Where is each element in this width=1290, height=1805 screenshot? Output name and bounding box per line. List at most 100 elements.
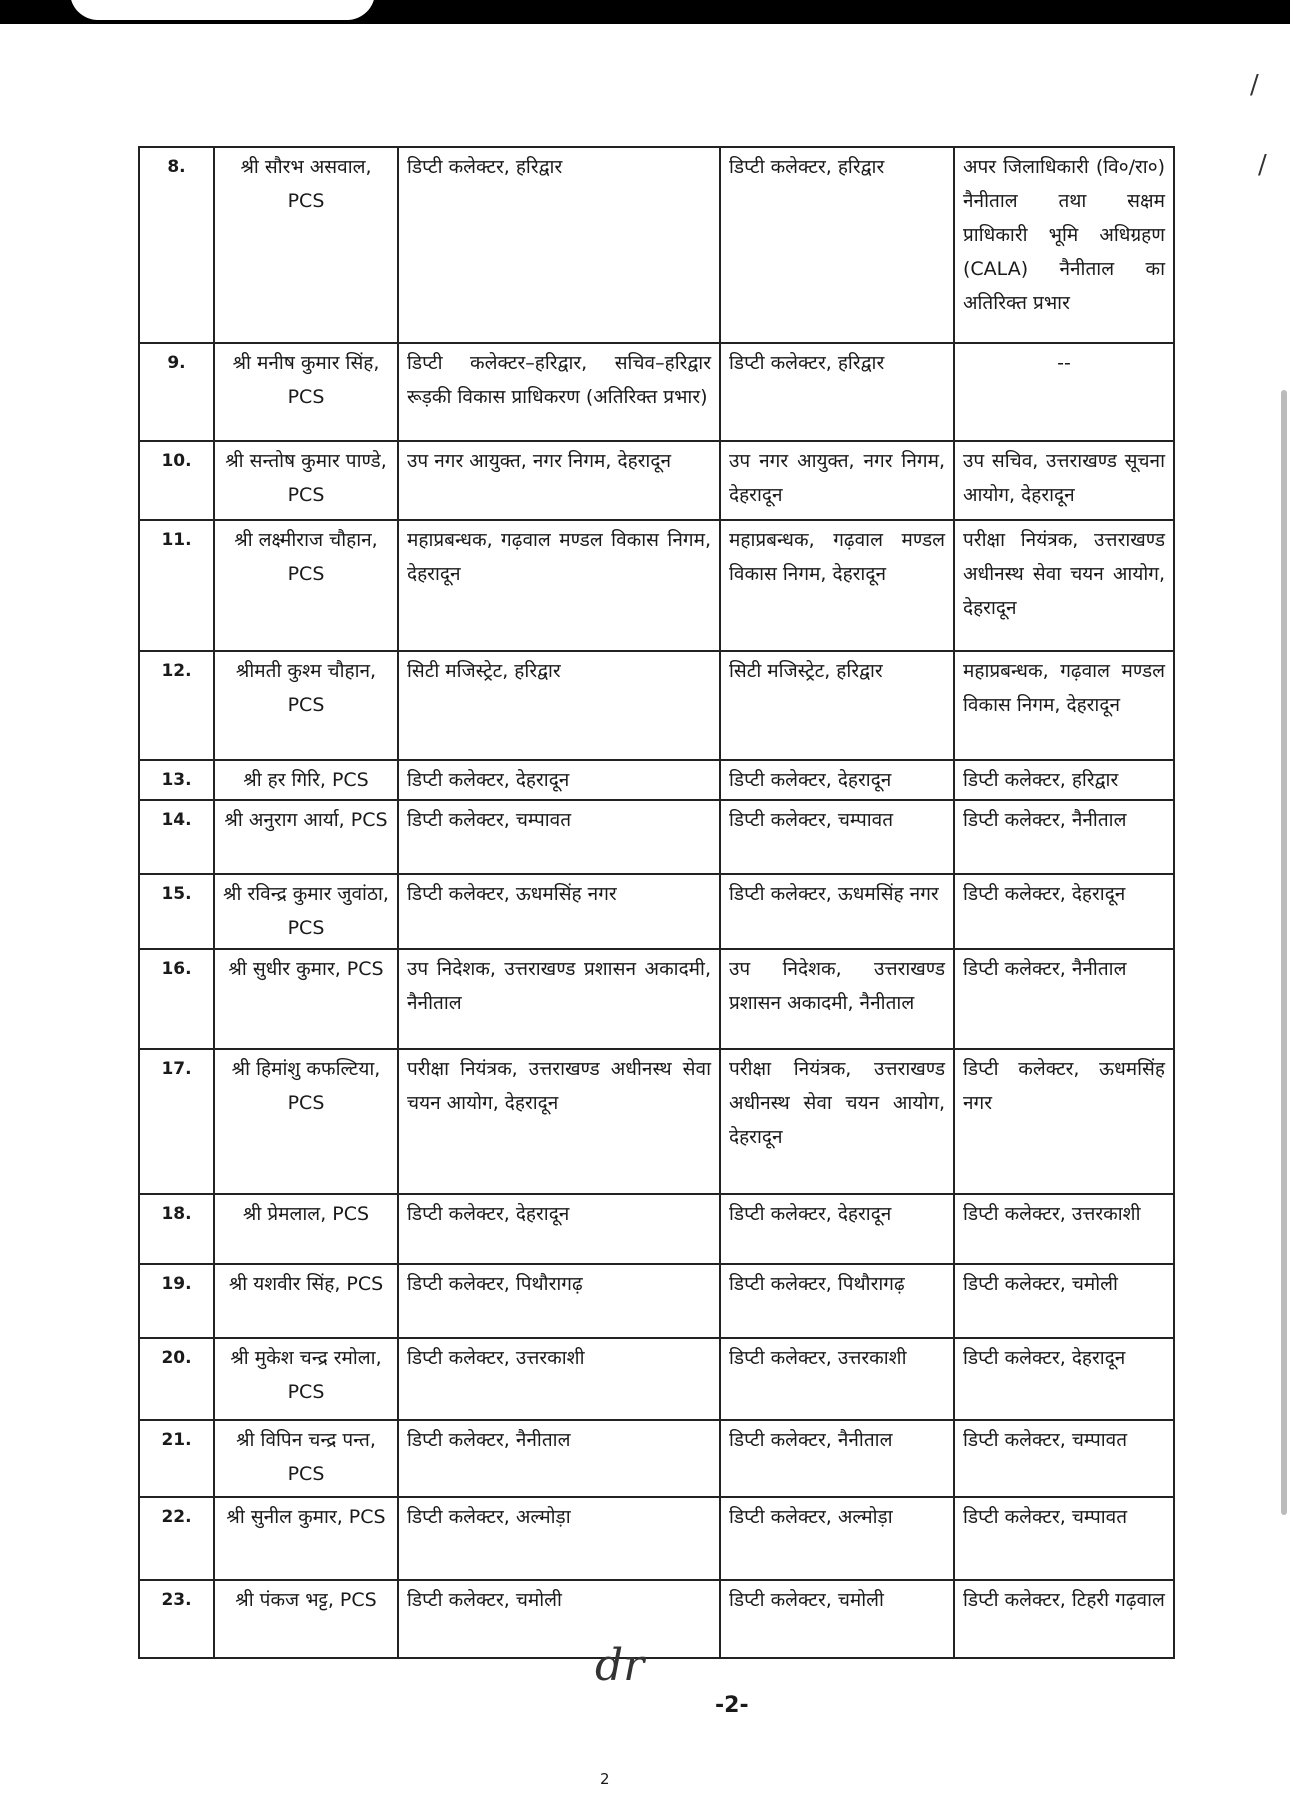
table-row: 21. श्री विपिन चन्द्र पन्त, PCS डिप्टी कले… bbox=[138, 1419, 1175, 1498]
retained-posting: उप निदेशक, उत्तराखण्ड प्रशासन अकादमी, नै… bbox=[719, 948, 955, 1050]
table-row: 9. श्री मनीष कुमार सिंह, PCS डिप्टी कलेक्ट… bbox=[138, 342, 1175, 442]
serial-number: 23. bbox=[138, 1579, 215, 1659]
page-number: 2 bbox=[600, 1770, 610, 1788]
new-posting: डिप्टी कलेक्टर, नैनीताल bbox=[953, 799, 1175, 875]
serial-number: 15. bbox=[138, 873, 215, 950]
serial-number: 16. bbox=[138, 948, 215, 1050]
table-row: 23. श्री पंकज भट्ट, PCS डिप्टी कलेक्टर, चम… bbox=[138, 1579, 1175, 1659]
table-row: 8. श्री सौरभ असवाल, PCS डिप्टी कलेक्टर, हर… bbox=[138, 146, 1175, 344]
retained-posting: डिप्टी कलेक्टर, पिथौरागढ़ bbox=[719, 1263, 955, 1339]
table-row: 18. श्री प्रेमलाल, PCS डिप्टी कलेक्टर, देह… bbox=[138, 1193, 1175, 1265]
serial-number: 13. bbox=[138, 759, 215, 801]
new-posting: महाप्रबन्धक, गढ़वाल मण्डल विकास निगम, दे… bbox=[953, 650, 1175, 761]
current-posting: महाप्रबन्धक, गढ़वाल मण्डल विकास निगम, दे… bbox=[397, 519, 721, 652]
current-posting: डिप्टी कलेक्टर, ऊधमसिंह नगर bbox=[397, 873, 721, 950]
current-posting: डिप्टी कलेक्टर, अल्मोड़ा bbox=[397, 1496, 721, 1581]
retained-posting: डिप्टी कलेक्टर, अल्मोड़ा bbox=[719, 1496, 955, 1581]
serial-number: 18. bbox=[138, 1193, 215, 1265]
new-posting: -- bbox=[953, 342, 1175, 442]
current-posting: डिप्टी कलेक्टर, नैनीताल bbox=[397, 1419, 721, 1498]
new-posting: अपर जिलाधिकारी (वि०/रा०) नैनीताल तथा सक्… bbox=[953, 146, 1175, 344]
officer-name: श्री हर गिरि, PCS bbox=[213, 759, 399, 801]
officer-name: श्री अनुराग आर्या, PCS bbox=[213, 799, 399, 875]
retained-posting: डिप्टी कलेक्टर, चम्पावत bbox=[719, 799, 955, 875]
officer-name: श्री मनीष कुमार सिंह, PCS bbox=[213, 342, 399, 442]
serial-number: 20. bbox=[138, 1337, 215, 1421]
current-posting: डिप्टी कलेक्टर, चमोली bbox=[397, 1579, 721, 1659]
officer-name: श्री हिमांशु कफल्टिया, PCS bbox=[213, 1048, 399, 1195]
table-row: 16. श्री सुधीर कुमार, PCS उप निदेशक, उत्तर… bbox=[138, 948, 1175, 1050]
serial-number: 14. bbox=[138, 799, 215, 875]
scrollbar[interactable] bbox=[1281, 390, 1287, 1515]
retained-posting: सिटी मजिस्ट्रेट, हरिद्वार bbox=[719, 650, 955, 761]
current-posting: डिप्टी कलेक्टर, पिथौरागढ़ bbox=[397, 1263, 721, 1339]
table-row: 19. श्री यशवीर सिंह, PCS डिप्टी कलेक्टर, प… bbox=[138, 1263, 1175, 1339]
new-posting: डिप्टी कलेक्टर, देहरादून bbox=[953, 1337, 1175, 1421]
page-marker: -2- bbox=[715, 1693, 749, 1718]
table-row: 15. श्री रविन्द्र कुमार जुवांठा, PCS डिप्ट… bbox=[138, 873, 1175, 950]
officer-name: श्री रविन्द्र कुमार जुवांठा, PCS bbox=[213, 873, 399, 950]
new-posting: परीक्षा नियंत्रक, उत्तराखण्ड अधीनस्थ सेव… bbox=[953, 519, 1175, 652]
new-posting: डिप्टी कलेक्टर, चम्पावत bbox=[953, 1496, 1175, 1581]
current-posting: डिप्टी कलेक्टर, देहरादून bbox=[397, 1193, 721, 1265]
signature: dr bbox=[595, 1640, 645, 1691]
new-posting: उप सचिव, उत्तराखण्ड सूचना आयोग, देहरादून bbox=[953, 440, 1175, 521]
serial-number: 21. bbox=[138, 1419, 215, 1498]
current-posting: उप निदेशक, उत्तराखण्ड प्रशासन अकादमी, नै… bbox=[397, 948, 721, 1050]
retained-posting: परीक्षा नियंत्रक, उत्तराखण्ड अधीनस्थ सेव… bbox=[719, 1048, 955, 1195]
new-posting: डिप्टी कलेक्टर, ऊधमसिंह नगर bbox=[953, 1048, 1175, 1195]
table-row: 14. श्री अनुराग आर्या, PCS डिप्टी कलेक्टर,… bbox=[138, 799, 1175, 875]
retained-posting: डिप्टी कलेक्टर, उत्तरकाशी bbox=[719, 1337, 955, 1421]
top-bar bbox=[0, 0, 1290, 24]
new-posting: डिप्टी कलेक्टर, देहरादून bbox=[953, 873, 1175, 950]
serial-number: 17. bbox=[138, 1048, 215, 1195]
officer-name: श्री सुधीर कुमार, PCS bbox=[213, 948, 399, 1050]
officer-name: श्री पंकज भट्ट, PCS bbox=[213, 1579, 399, 1659]
officer-name: श्री सन्तोष कुमार पाण्डे, PCS bbox=[213, 440, 399, 521]
retained-posting: डिप्टी कलेक्टर, हरिद्वार bbox=[719, 342, 955, 442]
officer-name: श्री सौरभ असवाल, PCS bbox=[213, 146, 399, 344]
table-row: 22. श्री सुनील कुमार, PCS डिप्टी कलेक्टर, … bbox=[138, 1496, 1175, 1581]
new-posting: डिप्टी कलेक्टर, चमोली bbox=[953, 1263, 1175, 1339]
table-row: 10. श्री सन्तोष कुमार पाण्डे, PCS उप नगर आ… bbox=[138, 440, 1175, 521]
serial-number: 11. bbox=[138, 519, 215, 652]
retained-posting: डिप्टी कलेक्टर, देहरादून bbox=[719, 1193, 955, 1265]
officer-name: श्री प्रेमलाल, PCS bbox=[213, 1193, 399, 1265]
new-posting: डिप्टी कलेक्टर, चम्पावत bbox=[953, 1419, 1175, 1498]
current-posting: डिप्टी कलेक्टर–हरिद्वार, सचिव–हरिद्वार र… bbox=[397, 342, 721, 442]
retained-posting: डिप्टी कलेक्टर, नैनीताल bbox=[719, 1419, 955, 1498]
top-tab bbox=[70, 0, 375, 20]
retained-posting: महाप्रबन्धक, गढ़वाल मण्डल विकास निगम, दे… bbox=[719, 519, 955, 652]
new-posting: डिप्टी कलेक्टर, उत्तरकाशी bbox=[953, 1193, 1175, 1265]
retained-posting: डिप्टी कलेक्टर, हरिद्वार bbox=[719, 146, 955, 344]
retained-posting: डिप्टी कलेक्टर, चमोली bbox=[719, 1579, 955, 1659]
new-posting: डिप्टी कलेक्टर, नैनीताल bbox=[953, 948, 1175, 1050]
serial-number: 19. bbox=[138, 1263, 215, 1339]
margin-scribble: / bbox=[1258, 150, 1267, 180]
current-posting: सिटी मजिस्ट्रेट, हरिद्वार bbox=[397, 650, 721, 761]
officer-name: श्रीमती कुश्म चौहान, PCS bbox=[213, 650, 399, 761]
table-row: 20. श्री मुकेश चन्द्र रमोला, PCS डिप्टी कल… bbox=[138, 1337, 1175, 1421]
transfer-table: 8. श्री सौरभ असवाल, PCS डिप्टी कलेक्टर, हर… bbox=[138, 146, 1175, 1659]
retained-posting: डिप्टी कलेक्टर, देहरादून bbox=[719, 759, 955, 801]
current-posting: परीक्षा नियंत्रक, उत्तराखण्ड अधीनस्थ सेव… bbox=[397, 1048, 721, 1195]
table-row: 13. श्री हर गिरि, PCS डिप्टी कलेक्टर, देहर… bbox=[138, 759, 1175, 801]
officer-name: श्री सुनील कुमार, PCS bbox=[213, 1496, 399, 1581]
officer-name: श्री लक्ष्मीराज चौहान, PCS bbox=[213, 519, 399, 652]
margin-scribble: / bbox=[1250, 70, 1259, 100]
officer-name: श्री यशवीर सिंह, PCS bbox=[213, 1263, 399, 1339]
table-row: 12. श्रीमती कुश्म चौहान, PCS सिटी मजिस्ट्र… bbox=[138, 650, 1175, 761]
table-row: 17. श्री हिमांशु कफल्टिया, PCS परीक्षा निय… bbox=[138, 1048, 1175, 1195]
serial-number: 12. bbox=[138, 650, 215, 761]
serial-number: 10. bbox=[138, 440, 215, 521]
new-posting: डिप्टी कलेक्टर, टिहरी गढ़वाल bbox=[953, 1579, 1175, 1659]
current-posting: डिप्टी कलेक्टर, चम्पावत bbox=[397, 799, 721, 875]
new-posting: डिप्टी कलेक्टर, हरिद्वार bbox=[953, 759, 1175, 801]
serial-number: 22. bbox=[138, 1496, 215, 1581]
retained-posting: डिप्टी कलेक्टर, ऊधमसिंह नगर bbox=[719, 873, 955, 950]
officer-name: श्री विपिन चन्द्र पन्त, PCS bbox=[213, 1419, 399, 1498]
serial-number: 9. bbox=[138, 342, 215, 442]
current-posting: डिप्टी कलेक्टर, उत्तरकाशी bbox=[397, 1337, 721, 1421]
current-posting: उप नगर आयुक्त, नगर निगम, देहरादून bbox=[397, 440, 721, 521]
current-posting: डिप्टी कलेक्टर, हरिद्वार bbox=[397, 146, 721, 344]
